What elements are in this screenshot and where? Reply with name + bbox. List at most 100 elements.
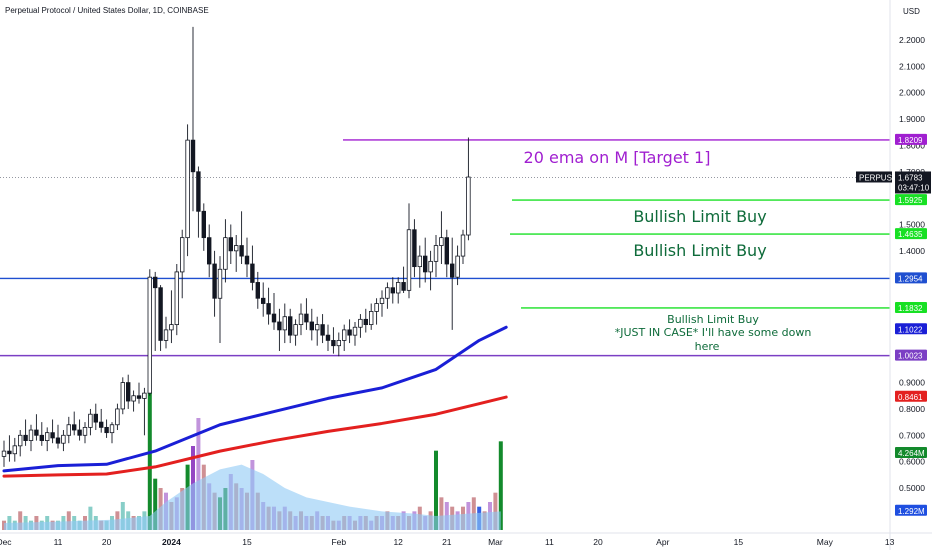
candle[interactable] (287, 308, 293, 344)
candle[interactable] (374, 298, 379, 325)
candle-body (320, 324, 325, 336)
candle[interactable] (12, 437, 17, 462)
candle[interactable] (142, 387, 147, 436)
candle[interactable] (174, 264, 179, 336)
candle[interactable] (115, 403, 120, 431)
candle[interactable] (82, 422, 88, 444)
candle[interactable] (104, 419, 109, 438)
candle-body (28, 429, 34, 441)
candle[interactable] (352, 321, 358, 346)
candle[interactable] (368, 303, 374, 330)
candle[interactable] (7, 435, 12, 462)
candle[interactable] (50, 419, 55, 444)
candle[interactable] (212, 250, 217, 317)
candle[interactable] (379, 290, 385, 317)
candle[interactable] (88, 408, 93, 436)
candle[interactable] (336, 332, 341, 357)
volume-bar (88, 506, 93, 530)
price-axis[interactable]: 0.5000 0.6000 0.7000 0.8000 0.9000 1.4000 1.50… (899, 35, 925, 493)
candle[interactable] (433, 235, 439, 278)
candle[interactable] (190, 26, 196, 212)
candle[interactable] (109, 422, 115, 444)
candle[interactable] (239, 211, 244, 264)
candle[interactable] (72, 411, 77, 436)
candle[interactable] (228, 224, 233, 264)
candle[interactable] (466, 137, 471, 241)
candle[interactable] (23, 419, 28, 446)
candle-body (233, 245, 239, 252)
candle[interactable] (34, 414, 39, 441)
candle[interactable] (395, 277, 401, 304)
candle[interactable] (260, 282, 266, 317)
candle[interactable] (147, 269, 152, 396)
candle-body (255, 282, 260, 299)
candle[interactable] (298, 303, 304, 336)
time-axis[interactable]: Dec 11 20 2024 15 Feb 12 21 Mar 11 20 Apr 15 May 13 (0, 537, 895, 547)
candle[interactable] (17, 430, 23, 457)
candle-body (466, 176, 471, 236)
candle[interactable] (341, 324, 347, 351)
candle[interactable] (93, 403, 98, 431)
candle[interactable] (358, 314, 363, 338)
candle[interactable] (282, 303, 287, 344)
candle[interactable] (1, 440, 7, 467)
candle[interactable] (363, 308, 368, 333)
candle[interactable] (293, 319, 298, 346)
candle[interactable] (233, 235, 239, 272)
candle[interactable] (320, 314, 325, 344)
candle[interactable] (206, 224, 212, 278)
candle[interactable] (309, 308, 314, 341)
candle[interactable] (179, 229, 185, 299)
candle[interactable] (28, 424, 34, 452)
candle[interactable] (45, 427, 50, 452)
candle[interactable] (266, 287, 271, 325)
candle[interactable] (61, 430, 66, 452)
candle[interactable] (39, 422, 44, 446)
candle-body (55, 437, 61, 444)
candle[interactable] (277, 308, 282, 351)
candle[interactable] (314, 316, 320, 346)
candle[interactable] (163, 316, 169, 349)
candle[interactable] (347, 319, 352, 344)
candle[interactable] (385, 282, 390, 309)
candle[interactable] (412, 219, 417, 278)
candle[interactable] (401, 266, 406, 293)
candle[interactable] (131, 390, 136, 412)
candle[interactable] (55, 424, 61, 449)
candle[interactable] (152, 271, 158, 351)
candle[interactable] (255, 271, 260, 309)
candle[interactable] (196, 166, 201, 238)
candle-body (298, 313, 304, 326)
candle[interactable] (428, 250, 433, 291)
candles[interactable] (1, 26, 471, 467)
candle[interactable] (439, 211, 444, 264)
candle[interactable] (201, 203, 206, 251)
candle[interactable] (417, 245, 422, 288)
candle[interactable] (271, 292, 277, 330)
candle[interactable] (444, 229, 449, 278)
candle[interactable] (217, 256, 223, 344)
candle[interactable] (460, 229, 466, 264)
candle[interactable] (244, 237, 250, 278)
candle[interactable] (449, 237, 455, 330)
candle-body (120, 382, 125, 410)
candle[interactable] (126, 374, 131, 409)
candle[interactable] (66, 416, 71, 444)
candle[interactable] (331, 327, 336, 354)
candle[interactable] (169, 290, 174, 344)
candle[interactable] (390, 277, 395, 304)
candle[interactable] (158, 285, 163, 351)
candle[interactable] (185, 124, 190, 257)
candle[interactable] (99, 408, 104, 433)
candle[interactable] (455, 245, 460, 286)
candle[interactable] (120, 377, 125, 415)
candle[interactable] (304, 298, 309, 330)
candle[interactable] (325, 324, 331, 351)
candle[interactable] (136, 382, 142, 404)
candle[interactable] (223, 219, 228, 283)
candle[interactable] (77, 419, 82, 441)
candle[interactable] (250, 245, 255, 291)
candle[interactable] (422, 237, 428, 283)
candle[interactable] (406, 203, 412, 299)
